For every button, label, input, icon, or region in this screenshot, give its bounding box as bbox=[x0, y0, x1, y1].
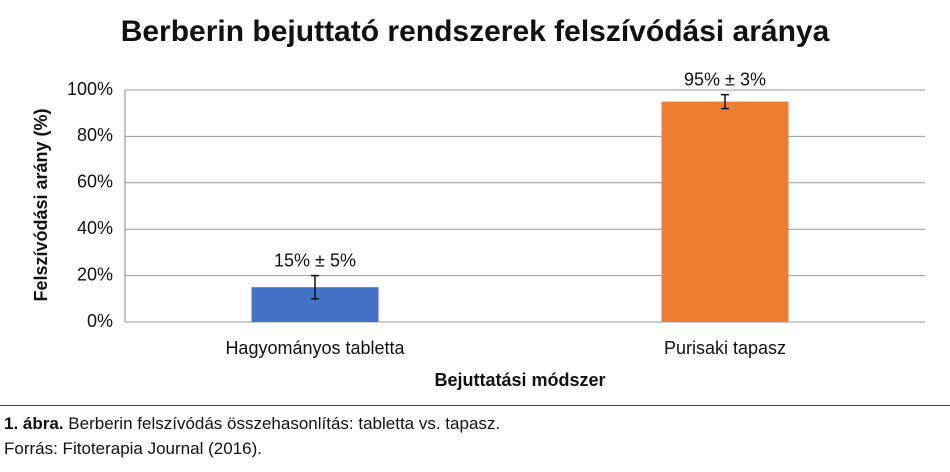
y-tick-label: 100% bbox=[67, 79, 113, 99]
y-axis-label: Felszívódási arány (%) bbox=[31, 108, 51, 301]
chart-title: Berberin bejuttató rendszerek felszívódá… bbox=[121, 15, 830, 48]
caption-label: 1. ábra. bbox=[4, 414, 64, 433]
error-bar bbox=[721, 93, 729, 110]
x-axis-label: Bejuttatási módszer bbox=[434, 370, 605, 390]
y-tick-label: 40% bbox=[77, 218, 113, 238]
y-tick-label: 0% bbox=[87, 311, 113, 331]
y-tick-label: 80% bbox=[77, 125, 113, 145]
error-bar bbox=[311, 274, 319, 300]
caption-text: Berberin felszívódás összehasonlítás: ta… bbox=[68, 414, 501, 433]
caption-source: Forrás: Fitoterapia Journal (2016). bbox=[4, 439, 262, 458]
caption-rule bbox=[0, 405, 950, 406]
bar bbox=[661, 101, 789, 322]
y-tick-label: 20% bbox=[77, 264, 113, 284]
caption: 1. ábra. Berberin felszívódás összehason… bbox=[4, 414, 500, 434]
x-tick-label: Hagyományos tabletta bbox=[225, 338, 405, 358]
y-tick-label: 60% bbox=[77, 172, 113, 192]
chart: Berberin bejuttató rendszerek felszívódá… bbox=[31, 15, 925, 390]
value-label: 15% ± 5% bbox=[274, 250, 356, 270]
x-tick-label: Purisaki tapasz bbox=[664, 338, 786, 358]
value-label: 95% ± 3% bbox=[684, 69, 766, 89]
